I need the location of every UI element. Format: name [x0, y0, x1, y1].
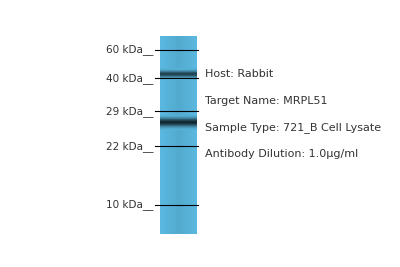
Text: 22 kDa__: 22 kDa__ — [106, 141, 154, 152]
Bar — [196, 36, 197, 234]
Bar — [179, 36, 180, 234]
Text: Antibody Dilution: 1.0µg/ml: Antibody Dilution: 1.0µg/ml — [205, 149, 358, 159]
Bar — [160, 75, 197, 76]
Bar — [190, 36, 191, 234]
Bar — [174, 36, 175, 234]
Bar — [182, 36, 184, 234]
Bar — [164, 36, 165, 234]
Text: Target Name: MRPL51: Target Name: MRPL51 — [205, 96, 328, 106]
Bar — [176, 36, 178, 234]
Bar — [160, 71, 197, 72]
Bar — [172, 36, 174, 234]
Bar — [165, 36, 166, 234]
Text: 40 kDa__: 40 kDa__ — [106, 73, 154, 84]
Bar — [160, 115, 197, 116]
Bar — [168, 36, 169, 234]
Bar — [160, 129, 197, 130]
Bar — [160, 126, 197, 127]
Bar — [160, 124, 197, 125]
Bar — [160, 127, 197, 128]
Bar — [180, 36, 181, 234]
Bar — [192, 36, 194, 234]
Bar — [160, 125, 197, 126]
Bar — [181, 36, 182, 234]
Bar — [160, 79, 197, 80]
Text: Sample Type: 721_B Cell Lysate: Sample Type: 721_B Cell Lysate — [205, 123, 381, 134]
Bar — [160, 73, 197, 74]
Bar — [185, 36, 186, 234]
Bar — [160, 118, 197, 119]
Bar — [161, 36, 162, 234]
Bar — [160, 116, 197, 117]
Bar — [175, 36, 176, 234]
Bar — [160, 120, 197, 121]
Text: 29 kDa__: 29 kDa__ — [106, 106, 154, 117]
Bar — [160, 69, 197, 70]
Bar — [160, 76, 197, 77]
Bar — [191, 36, 192, 234]
Bar — [160, 128, 197, 129]
Bar — [166, 36, 168, 234]
Bar — [162, 36, 164, 234]
Bar — [160, 36, 197, 234]
Text: 10 kDa__: 10 kDa__ — [106, 199, 154, 210]
Bar — [160, 122, 197, 123]
Bar — [169, 36, 170, 234]
Bar — [160, 68, 197, 69]
Bar — [160, 123, 197, 124]
Bar — [188, 36, 190, 234]
Bar — [160, 74, 197, 75]
Bar — [170, 36, 171, 234]
Bar — [171, 36, 172, 234]
Text: 60 kDa__: 60 kDa__ — [106, 44, 154, 55]
Bar — [178, 36, 179, 234]
Bar — [160, 70, 197, 71]
Bar — [195, 36, 196, 234]
Bar — [160, 119, 197, 120]
Bar — [187, 36, 188, 234]
Bar — [160, 121, 197, 122]
Bar — [194, 36, 195, 234]
Bar — [160, 72, 197, 73]
Text: Host: Rabbit: Host: Rabbit — [205, 69, 273, 79]
Bar — [186, 36, 187, 234]
Bar — [184, 36, 185, 234]
Bar — [160, 77, 197, 78]
Bar — [160, 36, 161, 234]
Bar — [160, 117, 197, 118]
Bar — [160, 78, 197, 79]
